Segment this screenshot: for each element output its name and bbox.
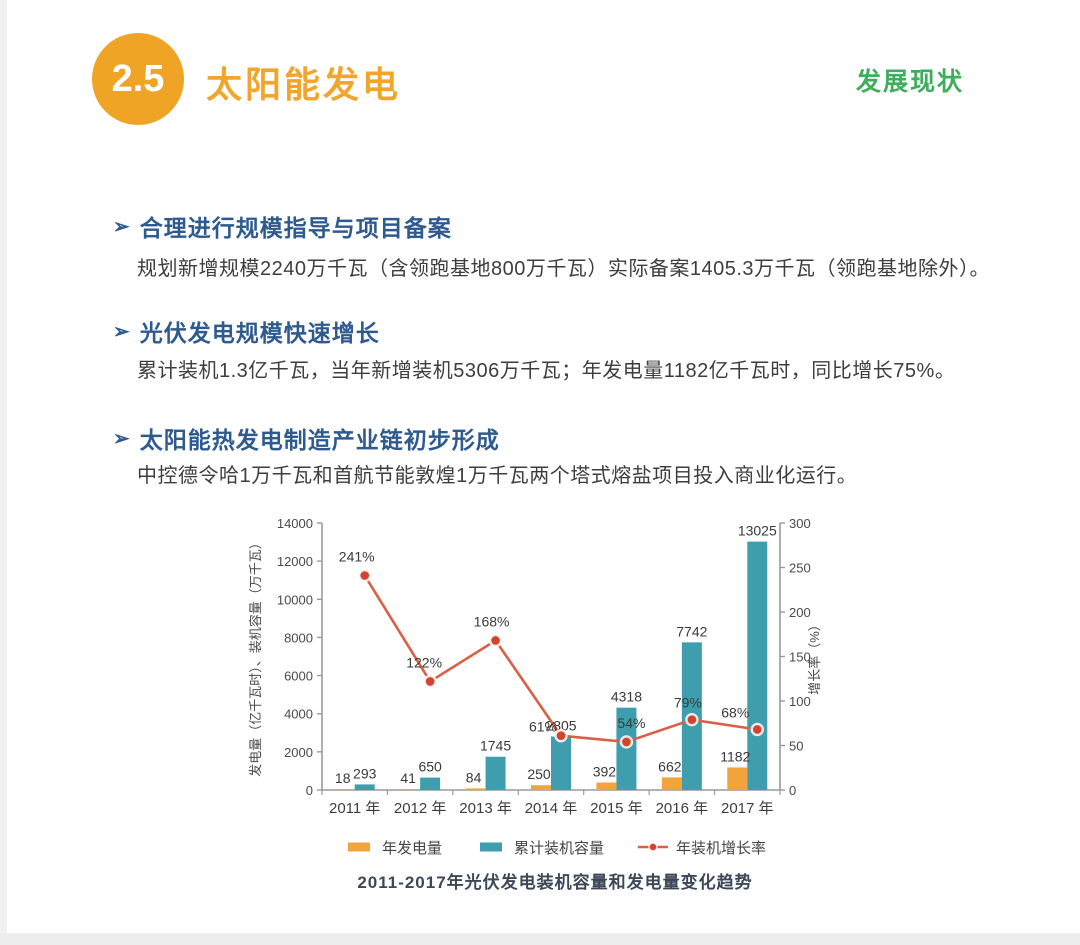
bar-capacity bbox=[485, 756, 506, 790]
pct-label: 54% bbox=[617, 715, 645, 731]
legend-swatch-icon bbox=[479, 842, 502, 852]
y-tick-label-left: 8000 bbox=[284, 630, 313, 645]
pct-label: 168% bbox=[474, 613, 510, 629]
x-tick-label: 2012 年 bbox=[394, 800, 447, 817]
line-marker bbox=[750, 722, 764, 737]
legend-item: 年装机增长率 bbox=[638, 837, 766, 858]
line-marker bbox=[685, 712, 699, 727]
pct-label: 79% bbox=[674, 695, 702, 711]
y-tick-label-right: 150 bbox=[789, 650, 811, 665]
bar-generation bbox=[465, 788, 486, 790]
pct-label: 241% bbox=[339, 549, 375, 565]
pct-label: 68% bbox=[721, 704, 749, 720]
bar-generation bbox=[531, 785, 551, 790]
arrow-bullet-icon: ➢ bbox=[113, 427, 131, 450]
bar-capacity bbox=[616, 707, 637, 790]
y-tick-label-left: 0 bbox=[306, 783, 313, 798]
bar-capacity bbox=[551, 736, 571, 790]
bullet-3-heading: ➢ 太阳能热发电制造产业链初步形成 bbox=[113, 421, 500, 455]
axis-label-right: 增长率（%） bbox=[807, 618, 822, 695]
arrow-bullet-icon: ➢ bbox=[113, 215, 131, 238]
legend-item: 累计装机容量 bbox=[476, 837, 604, 858]
bar-label-generation: 392 bbox=[593, 764, 617, 780]
legend-label: 年装机增长率 bbox=[676, 839, 767, 857]
bar-label-generation: 1182 bbox=[720, 748, 750, 764]
y-tick-label-left: 6000 bbox=[284, 669, 313, 684]
x-tick-label: 2017 年 bbox=[721, 800, 774, 817]
y-tick-label-left: 14000 bbox=[277, 516, 313, 531]
legend-label: 年发电量 bbox=[381, 839, 442, 857]
bullet-3-heading-text: 太阳能热发电制造产业链初步形成 bbox=[139, 427, 500, 453]
chart-legend: 年发电量 累计装机容量 年装机增长率 bbox=[245, 835, 865, 859]
pct-label: 122% bbox=[406, 654, 442, 670]
section-number-badge: 2.5 bbox=[92, 33, 184, 125]
bar-generation bbox=[661, 777, 682, 790]
y-tick-label-left: 2000 bbox=[284, 745, 313, 760]
y-tick-label-right: 0 bbox=[789, 783, 796, 798]
y-tick-label-left: 12000 bbox=[277, 554, 313, 569]
x-tick-label: 2016 年 bbox=[656, 800, 709, 817]
bar-label-generation: 41 bbox=[400, 770, 416, 786]
bar-label-capacity: 13025 bbox=[738, 523, 777, 539]
line-marker bbox=[488, 633, 503, 648]
y-tick-label-right: 250 bbox=[789, 561, 811, 576]
pct-label: 61% bbox=[529, 719, 557, 735]
y-tick-label-right: 300 bbox=[789, 516, 811, 531]
bullet-2-heading-text: 光伏发电规模快速增长 bbox=[139, 320, 380, 346]
bar-generation bbox=[727, 767, 748, 790]
x-tick-label: 2014 年 bbox=[525, 800, 578, 817]
bar-label-capacity: 1745 bbox=[480, 738, 511, 754]
legend-item: 年发电量 bbox=[344, 837, 442, 858]
y-tick-label-left: 10000 bbox=[277, 592, 313, 607]
page-title: 太阳能发电 bbox=[206, 64, 402, 105]
chart-canvas: 0 2000 4000 6000 8000 10000 12000 14000 0 50 100 15… bbox=[248, 516, 822, 817]
bar-label-generation: 18 bbox=[335, 770, 351, 786]
legend-swatch-icon bbox=[347, 842, 370, 852]
bullet-2-heading: ➢ 光伏发电规模快速增长 bbox=[113, 314, 380, 348]
bullet-2-body: 累计装机1.3亿千瓦，当年新增装机5306万千瓦；年发电量1182亿千瓦时，同比… bbox=[137, 360, 956, 382]
x-tick-label: 2013 年 bbox=[459, 800, 512, 817]
bar-label-capacity: 293 bbox=[353, 765, 377, 781]
legend-line-marker-icon bbox=[638, 842, 668, 852]
bullet-3-body: 中控德令哈1万千瓦和首航节能敦煌1万千瓦两个塔式熔盐项目投入商业化运行。 bbox=[137, 465, 858, 487]
bar-generation bbox=[400, 789, 421, 790]
y-tick-label-left: 4000 bbox=[284, 707, 313, 722]
combo-chart: 0 2000 4000 6000 8000 10000 12000 14000 0 50 100 15… bbox=[245, 498, 865, 859]
bullet-1-body: 规划新增规模2240万千瓦（含领跑基地800万千瓦）实际备案1405.3万千瓦（… bbox=[137, 258, 991, 280]
section-number: 2.5 bbox=[111, 57, 165, 100]
page-left-edge bbox=[0, 0, 7, 945]
x-tick-label: 2011 年 bbox=[329, 800, 380, 817]
bullet-1-heading: ➢ 合理进行规模指导与项目备案 bbox=[113, 209, 452, 243]
bar-label-generation: 84 bbox=[466, 769, 482, 785]
bar-label-capacity: 4318 bbox=[611, 689, 642, 705]
arrow-bullet-icon: ➢ bbox=[113, 320, 131, 343]
bar-label-capacity: 2805 bbox=[545, 718, 576, 734]
bar-label-capacity: 650 bbox=[418, 759, 442, 775]
y-tick-label-right: 200 bbox=[789, 605, 811, 620]
line-marker bbox=[554, 729, 568, 743]
x-tick-label: 2015 年 bbox=[590, 800, 643, 817]
bar-generation bbox=[596, 782, 617, 790]
y-tick-label-right: 100 bbox=[789, 694, 811, 709]
chart-caption: 2011-2017年光伏发电装机容量和发电量变化趋势 bbox=[357, 873, 753, 892]
bar-capacity bbox=[420, 777, 441, 790]
bar-generation bbox=[334, 789, 355, 790]
page-bottom-edge bbox=[0, 933, 1080, 945]
line-marker bbox=[619, 735, 634, 749]
bar-label-capacity: 7742 bbox=[676, 623, 707, 639]
legend-label: 累计装机容量 bbox=[513, 839, 604, 857]
line-marker bbox=[423, 674, 437, 689]
bar-label-generation: 250 bbox=[527, 766, 551, 782]
header-status-label: 发展现状 bbox=[855, 68, 964, 96]
bullet-1-heading-text: 合理进行规模指导与项目备案 bbox=[139, 215, 452, 241]
bar-capacity bbox=[354, 784, 375, 790]
axis-label-left: 发电量（亿千瓦时）、装机容量（万千瓦） bbox=[248, 536, 263, 777]
bar-label-generation: 662 bbox=[658, 758, 682, 774]
line-marker bbox=[358, 568, 372, 583]
y-tick-label-right: 50 bbox=[789, 739, 803, 754]
